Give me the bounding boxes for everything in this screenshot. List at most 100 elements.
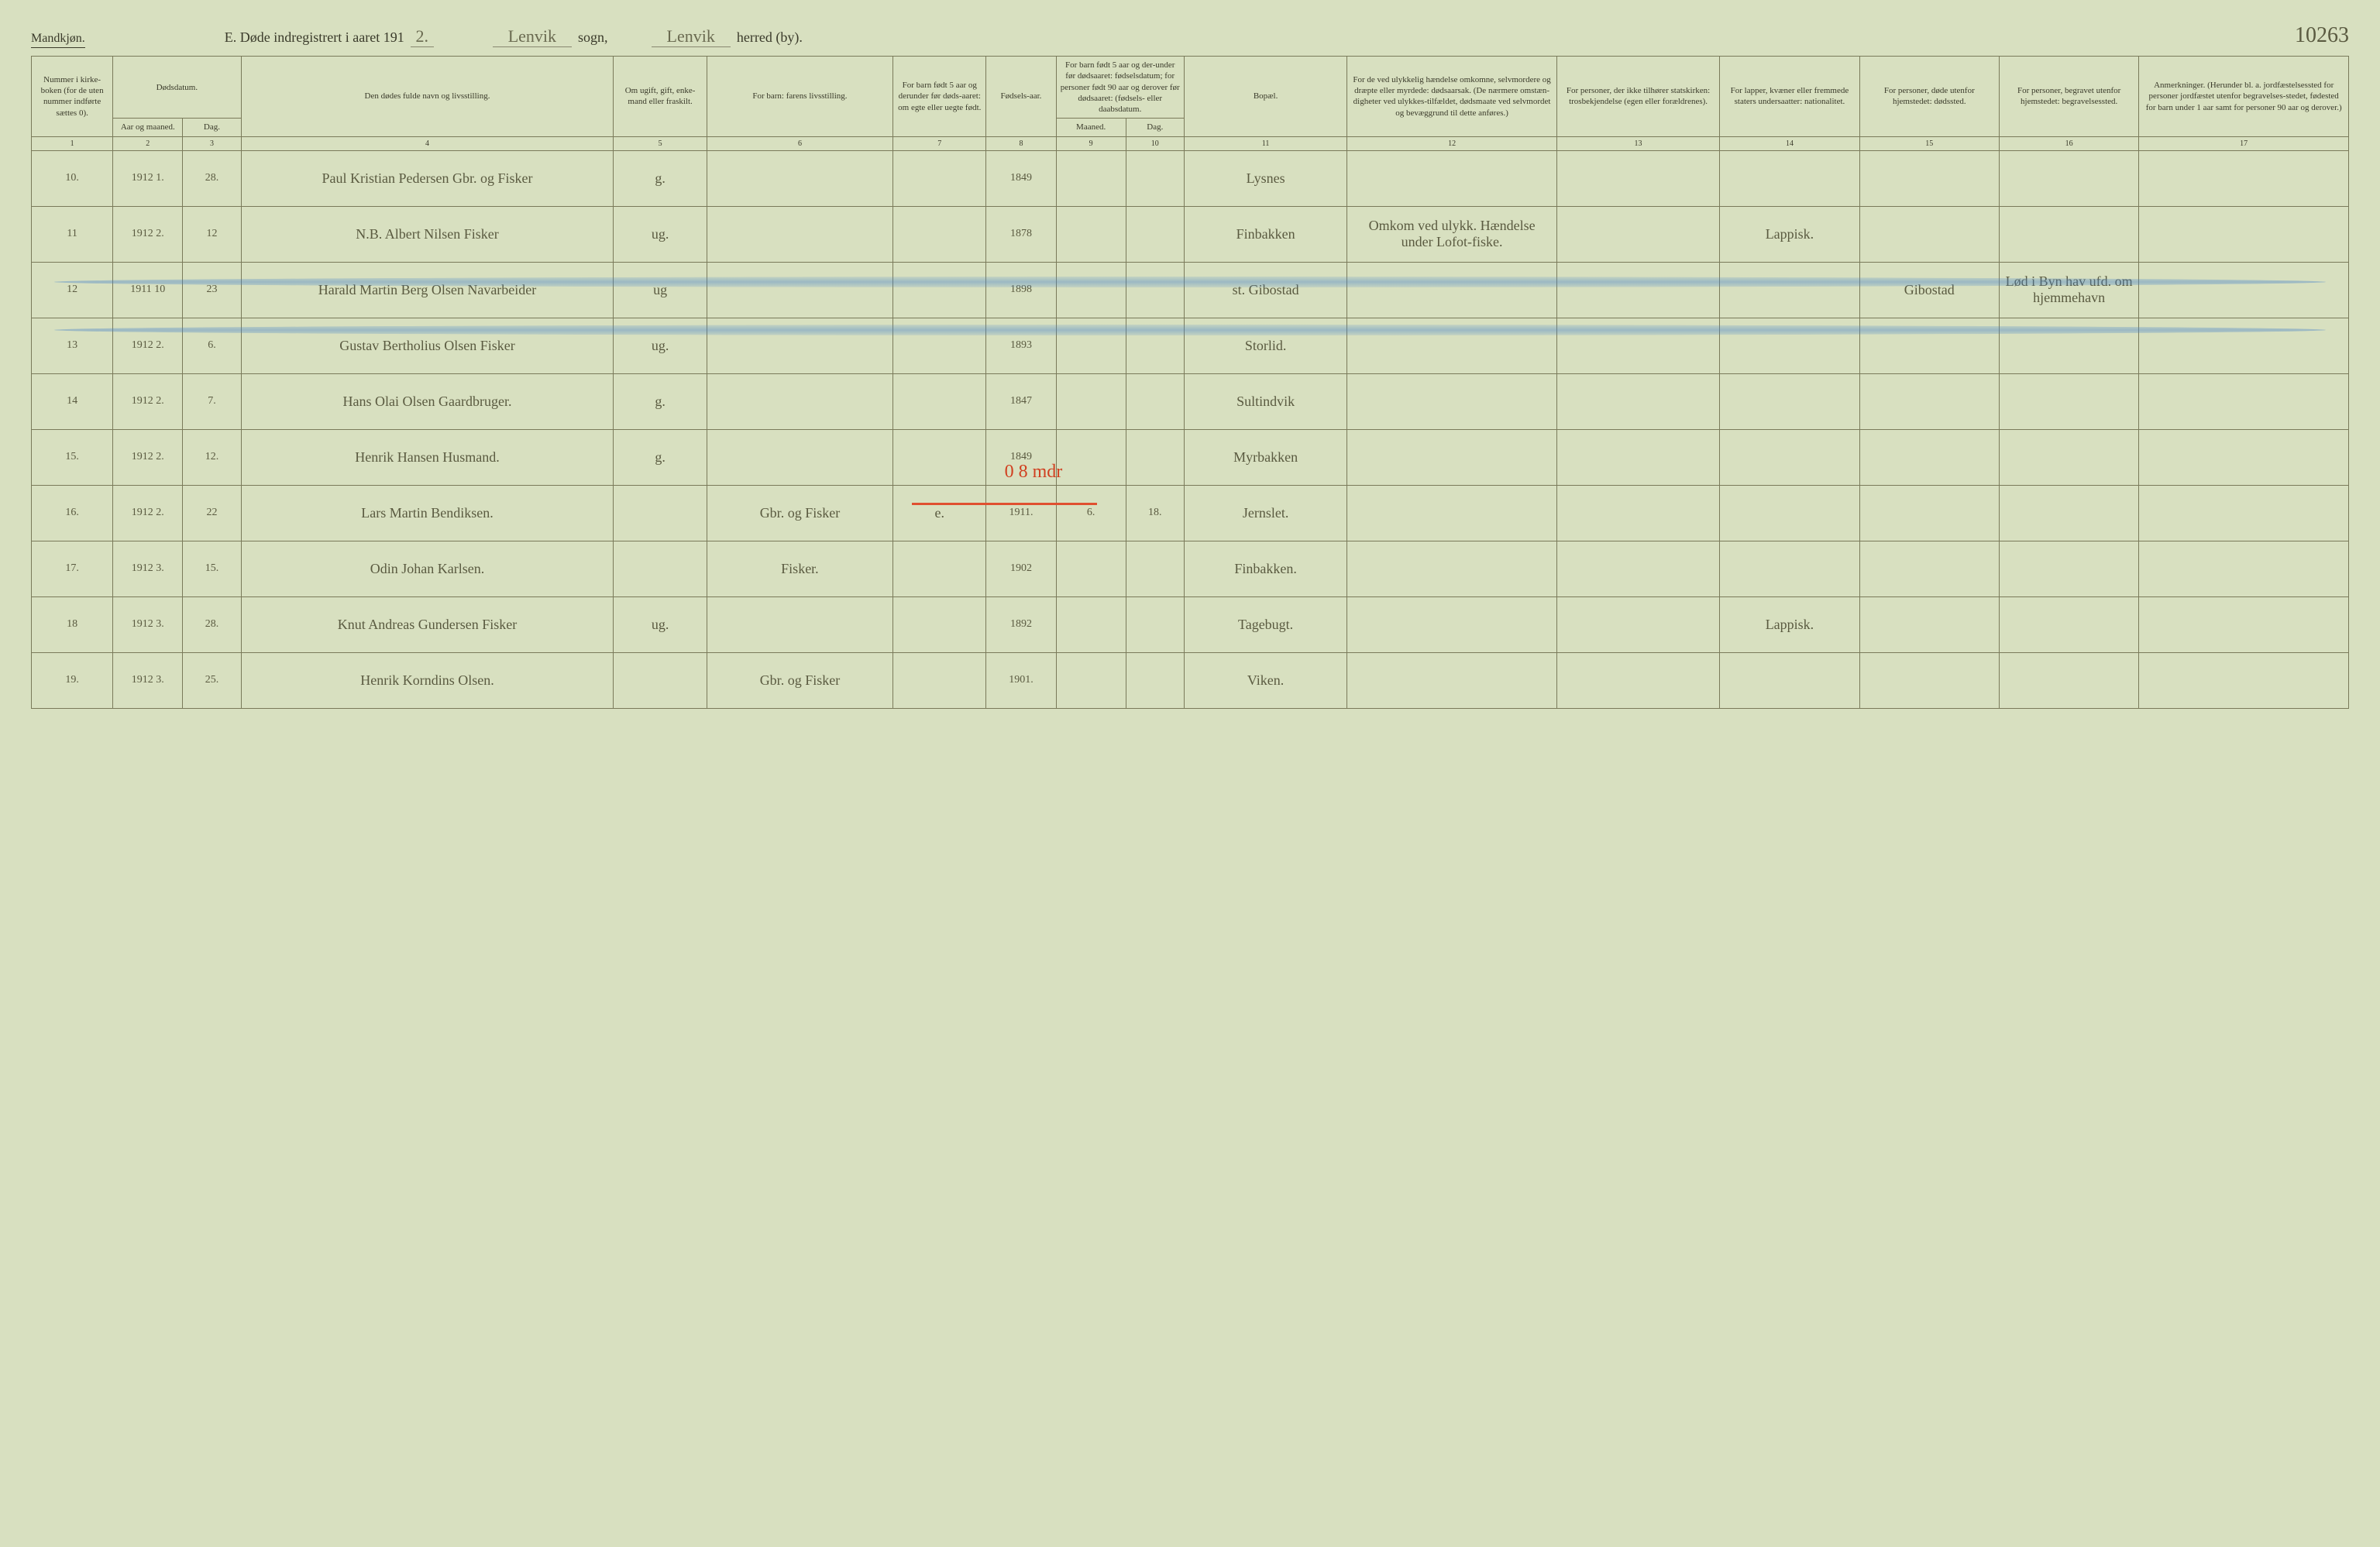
cell-burial-place: Lød i Byn hav ufd. om hjemmehavn (1999, 262, 2138, 318)
cell-birth-day (1126, 429, 1184, 485)
title-prefix: E. Døde indregistrert i aaret 191 (225, 29, 404, 46)
cell-residence: Tagebugt. (1184, 596, 1346, 652)
colnum: 9 (1056, 136, 1126, 150)
register-page: Mandkjøn. E. Døde indregistrert i aaret … (31, 23, 2349, 709)
cell-number: 15. (32, 429, 113, 485)
table-row: 17.1912 3.15.Odin Johan Karlsen.Fisker.1… (32, 541, 2349, 596)
header-c13: For personer, der ikke tilhører statskir… (1556, 57, 1719, 137)
colnum: 13 (1556, 136, 1719, 150)
cell-birth-year: 1893 (986, 318, 1056, 373)
cell-birth-day (1126, 652, 1184, 708)
cell-nationality (1720, 652, 1859, 708)
cell-birth-month (1056, 373, 1126, 429)
cell-farens (707, 596, 892, 652)
table-row: 10.1912 1.28.Paul Kristian Pedersen Gbr.… (32, 150, 2349, 206)
cell-farens (707, 262, 892, 318)
cell-day: 28. (183, 596, 241, 652)
cell-status (614, 652, 707, 708)
cell-name: Henrik Hansen Husmand. (241, 429, 614, 485)
header-c12: For de ved ulykkelig hændelse omkomne, s… (1347, 57, 1557, 137)
cell-year-month: 1912 3. (113, 596, 183, 652)
cell-death-place (1859, 318, 1999, 373)
cell-birth-year: 1902 (986, 541, 1056, 596)
header-c1: Nummer i kirke-boken (for de uten nummer… (32, 57, 113, 137)
cell-status: ug. (614, 318, 707, 373)
cell-name: Hans Olai Olsen Gaardbruger. (241, 373, 614, 429)
cell-year-month: 1912 2. (113, 318, 183, 373)
cell-farens (707, 150, 892, 206)
header-c2b: Aar og maaned. (113, 119, 183, 136)
colnum: 12 (1347, 136, 1557, 150)
cell-remarks (2139, 541, 2349, 596)
cell-cause (1347, 262, 1557, 318)
cell-religion (1556, 485, 1719, 541)
cell-birth-day: 18. (1126, 485, 1184, 541)
cell-nationality (1720, 541, 1859, 596)
cell-birth-day (1126, 373, 1184, 429)
cell-egte (893, 262, 986, 318)
cell-status (614, 485, 707, 541)
cell-year-month: 1912 3. (113, 541, 183, 596)
cell-birth-day (1126, 206, 1184, 262)
header-c9: For barn født 5 aar og der-under før død… (1056, 57, 1184, 119)
cell-day: 12. (183, 429, 241, 485)
cell-residence: Jernslet. (1184, 485, 1346, 541)
gender-label: Mandkjøn. (31, 32, 85, 48)
cell-name: Paul Kristian Pedersen Gbr. og Fisker (241, 150, 614, 206)
header-c6: For barn: farens livsstilling. (707, 57, 892, 137)
cell-egte (893, 373, 986, 429)
table-row: 131912 2.6.Gustav Bertholius Olsen Fiske… (32, 318, 2349, 373)
table-row: 111912 2.12N.B. Albert Nilsen Fiskerug.1… (32, 206, 2349, 262)
colnum: 7 (893, 136, 986, 150)
cell-egte (893, 150, 986, 206)
table-body: 10.1912 1.28.Paul Kristian Pedersen Gbr.… (32, 150, 2349, 708)
cell-death-place (1859, 485, 1999, 541)
cell-status: g. (614, 429, 707, 485)
cell-number: 13 (32, 318, 113, 373)
cell-number: 19. (32, 652, 113, 708)
cell-birth-month (1056, 206, 1126, 262)
herred-label: herred (by). (737, 29, 803, 46)
cell-year-month: 1912 2. (113, 429, 183, 485)
cell-death-place (1859, 541, 1999, 596)
cell-burial-place (1999, 150, 2138, 206)
cell-birth-year: 1849 (986, 429, 1056, 485)
colnum: 10 (1126, 136, 1184, 150)
cell-remarks (2139, 596, 2349, 652)
cell-nationality (1720, 262, 1859, 318)
cell-nationality (1720, 429, 1859, 485)
cell-residence: Storlid. (1184, 318, 1346, 373)
cell-cause (1347, 485, 1557, 541)
cell-number: 17. (32, 541, 113, 596)
cell-cause (1347, 429, 1557, 485)
cell-name: Lars Martin Bendiksen. (241, 485, 614, 541)
cell-death-place (1859, 429, 1999, 485)
sogn-label: sogn, (578, 29, 608, 46)
cell-number: 10. (32, 150, 113, 206)
colnum: 8 (986, 136, 1056, 150)
header-c2a: Dødsdatum. (113, 57, 241, 119)
cell-death-place (1859, 652, 1999, 708)
cell-name: Knut Andreas Gundersen Fisker (241, 596, 614, 652)
cell-farens (707, 206, 892, 262)
cell-nationality (1720, 318, 1859, 373)
cell-remarks (2139, 206, 2349, 262)
cell-year-month: 1912 2. (113, 373, 183, 429)
page-number: 10263 (2295, 23, 2349, 48)
cell-birth-day (1126, 541, 1184, 596)
cell-birth-month (1056, 596, 1126, 652)
header-c10: Dag. (1126, 119, 1184, 136)
cell-nationality (1720, 150, 1859, 206)
header-c16: For personer, begravet utenfor hjemstede… (1999, 57, 2138, 137)
cell-religion (1556, 596, 1719, 652)
cell-name: Gustav Bertholius Olsen Fisker (241, 318, 614, 373)
header-c3: Dag. (183, 119, 241, 136)
cell-cause (1347, 541, 1557, 596)
cell-day: 28. (183, 150, 241, 206)
cell-religion (1556, 541, 1719, 596)
cell-egte (893, 429, 986, 485)
cell-religion (1556, 150, 1719, 206)
cell-farens: Fisker. (707, 541, 892, 596)
cell-status: ug. (614, 206, 707, 262)
colnum: 2 (113, 136, 183, 150)
